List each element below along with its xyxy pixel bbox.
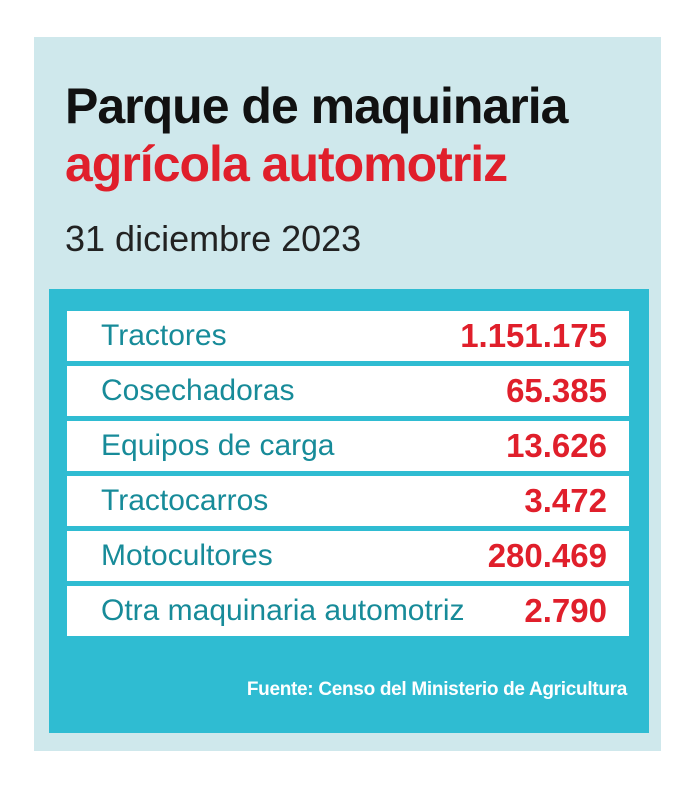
row-label: Motocultores <box>101 539 273 572</box>
row-value: 280.469 <box>487 537 607 574</box>
row-value: 1.151.175 <box>460 317 607 354</box>
chart-subtitle-date: 31 diciembre 2023 <box>65 218 362 259</box>
row-value: 65.385 <box>506 372 607 409</box>
row-value: 2.790 <box>524 592 607 629</box>
row-label: Equipos de carga <box>101 429 335 462</box>
table-row: Tractocarros 3.472 <box>67 476 629 526</box>
chart-title: Parque de maquinaria agrícola automotriz <box>65 77 568 193</box>
data-table: Tractores 1.151.175 Cosechadoras 65.385 … <box>67 311 629 641</box>
row-value: 3.472 <box>524 482 607 519</box>
title-line-2: agrícola automotriz <box>65 136 508 192</box>
row-label: Tractocarros <box>101 484 269 517</box>
table-row: Tractores 1.151.175 <box>67 311 629 361</box>
table-row: Equipos de carga 13.626 <box>67 421 629 471</box>
table-row: Otra maquinaria automotriz 2.790 <box>67 586 629 636</box>
data-panel: Tractores 1.151.175 Cosechadoras 65.385 … <box>49 289 649 733</box>
source-note: Fuente: Censo del Ministerio de Agricult… <box>246 679 627 700</box>
infographic-card: Parque de maquinaria agrícola automotriz… <box>34 37 661 751</box>
row-label: Otra maquinaria automotriz <box>101 594 465 627</box>
row-label: Cosechadoras <box>101 374 295 407</box>
table-row: Motocultores 280.469 <box>67 531 629 581</box>
table-row: Cosechadoras 65.385 <box>67 366 629 416</box>
title-line-1: Parque de maquinaria <box>65 78 568 134</box>
row-value: 13.626 <box>506 427 607 464</box>
row-label: Tractores <box>101 319 227 352</box>
